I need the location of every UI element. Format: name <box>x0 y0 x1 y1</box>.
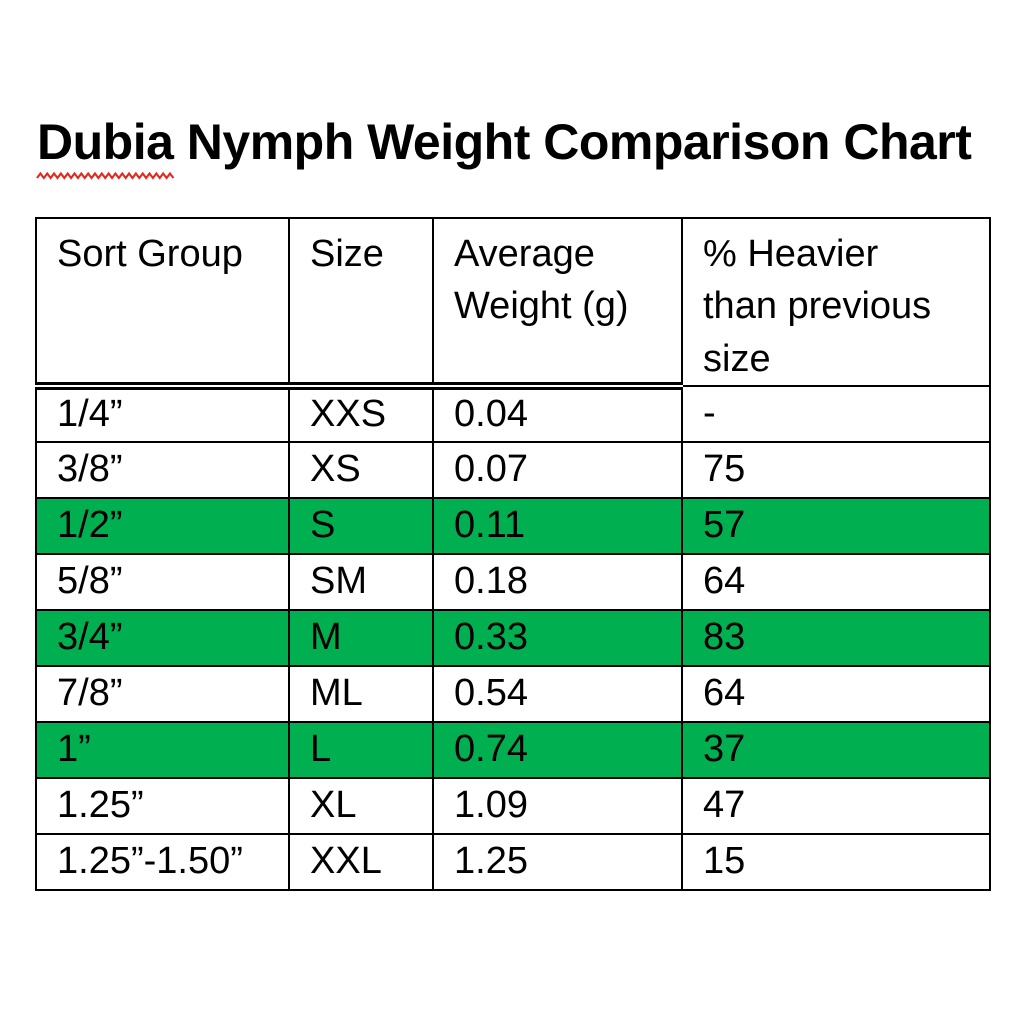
cell-sort-group: 3/8” <box>35 441 290 500</box>
table-row: 7/8” ML 0.54 64 <box>35 665 991 724</box>
col-header-sort-group: Sort Group <box>35 216 290 391</box>
header-row: Sort Group Size Average Weight (g) % Hea… <box>35 216 991 391</box>
col-header-pct-heavier: % Heavier than previous size <box>681 216 991 388</box>
table-row: 3/4” M 0.33 83 <box>35 609 991 668</box>
cell-sort-group: 1.25” <box>35 777 290 836</box>
cell-sort-group: 1” <box>35 721 290 780</box>
cell-pct-heavier: 47 <box>681 777 991 836</box>
table-row: 3/8” XS 0.07 75 <box>35 441 991 500</box>
cell-sort-group: 1/4” <box>35 385 290 444</box>
cell-pct-heavier: 64 <box>681 665 991 724</box>
cell-size: XXS <box>288 385 434 444</box>
misspelled-word: Dubia <box>36 112 175 180</box>
cell-pct-heavier: 83 <box>681 609 991 668</box>
table-row: 5/8” SM 0.18 64 <box>35 553 991 612</box>
cell-pct-heavier: 57 <box>681 497 991 556</box>
cell-pct-heavier: 15 <box>681 833 991 892</box>
table-row: 1” L 0.74 37 <box>35 721 991 780</box>
cell-sort-group: 5/8” <box>35 553 290 612</box>
cell-sort-group: 1/2” <box>35 497 290 556</box>
cell-size: SM <box>288 553 434 612</box>
cell-avg-weight: 0.04 <box>432 385 683 444</box>
cell-size: S <box>288 497 434 556</box>
cell-size: XL <box>288 777 434 836</box>
cell-size: M <box>288 609 434 668</box>
cell-sort-group: 3/4” <box>35 609 290 668</box>
cell-size: XS <box>288 441 434 500</box>
cell-avg-weight: 0.74 <box>432 721 683 780</box>
cell-sort-group: 1.25”-1.50” <box>35 833 290 892</box>
cell-avg-weight: 0.11 <box>432 497 683 556</box>
cell-pct-heavier: 37 <box>681 721 991 780</box>
cell-size: L <box>288 721 434 780</box>
cell-avg-weight: 0.18 <box>432 553 683 612</box>
cell-size: ML <box>288 665 434 724</box>
table-row: 1/4” XXS 0.04 - <box>35 385 991 444</box>
weight-comparison-table: Sort Group Size Average Weight (g) % Hea… <box>35 216 991 892</box>
cell-size: XXL <box>288 833 434 892</box>
table-row: 1.25” XL 1.09 47 <box>35 777 991 836</box>
cell-avg-weight: 0.33 <box>432 609 683 668</box>
cell-avg-weight: 0.54 <box>432 665 683 724</box>
table-row: 1/2” S 0.11 57 <box>35 497 991 556</box>
title-rest: Nymph Weight Comparison Chart <box>173 114 972 170</box>
col-header-average-weight: Average Weight (g) <box>432 216 683 391</box>
cell-avg-weight: 0.07 <box>432 441 683 500</box>
page-title: Dubia Nymph Weight Comparison Chart <box>36 112 972 180</box>
cell-avg-weight: 1.09 <box>432 777 683 836</box>
cell-pct-heavier: - <box>681 385 991 444</box>
cell-sort-group: 7/8” <box>35 665 290 724</box>
cell-avg-weight: 1.25 <box>432 833 683 892</box>
spellcheck-squiggle-icon <box>36 171 175 180</box>
table-row: 1.25”-1.50” XXL 1.25 15 <box>35 833 991 892</box>
cell-pct-heavier: 64 <box>681 553 991 612</box>
title-word-dubia: Dubia <box>37 114 174 170</box>
cell-pct-heavier: 75 <box>681 441 991 500</box>
col-header-size: Size <box>288 216 434 391</box>
